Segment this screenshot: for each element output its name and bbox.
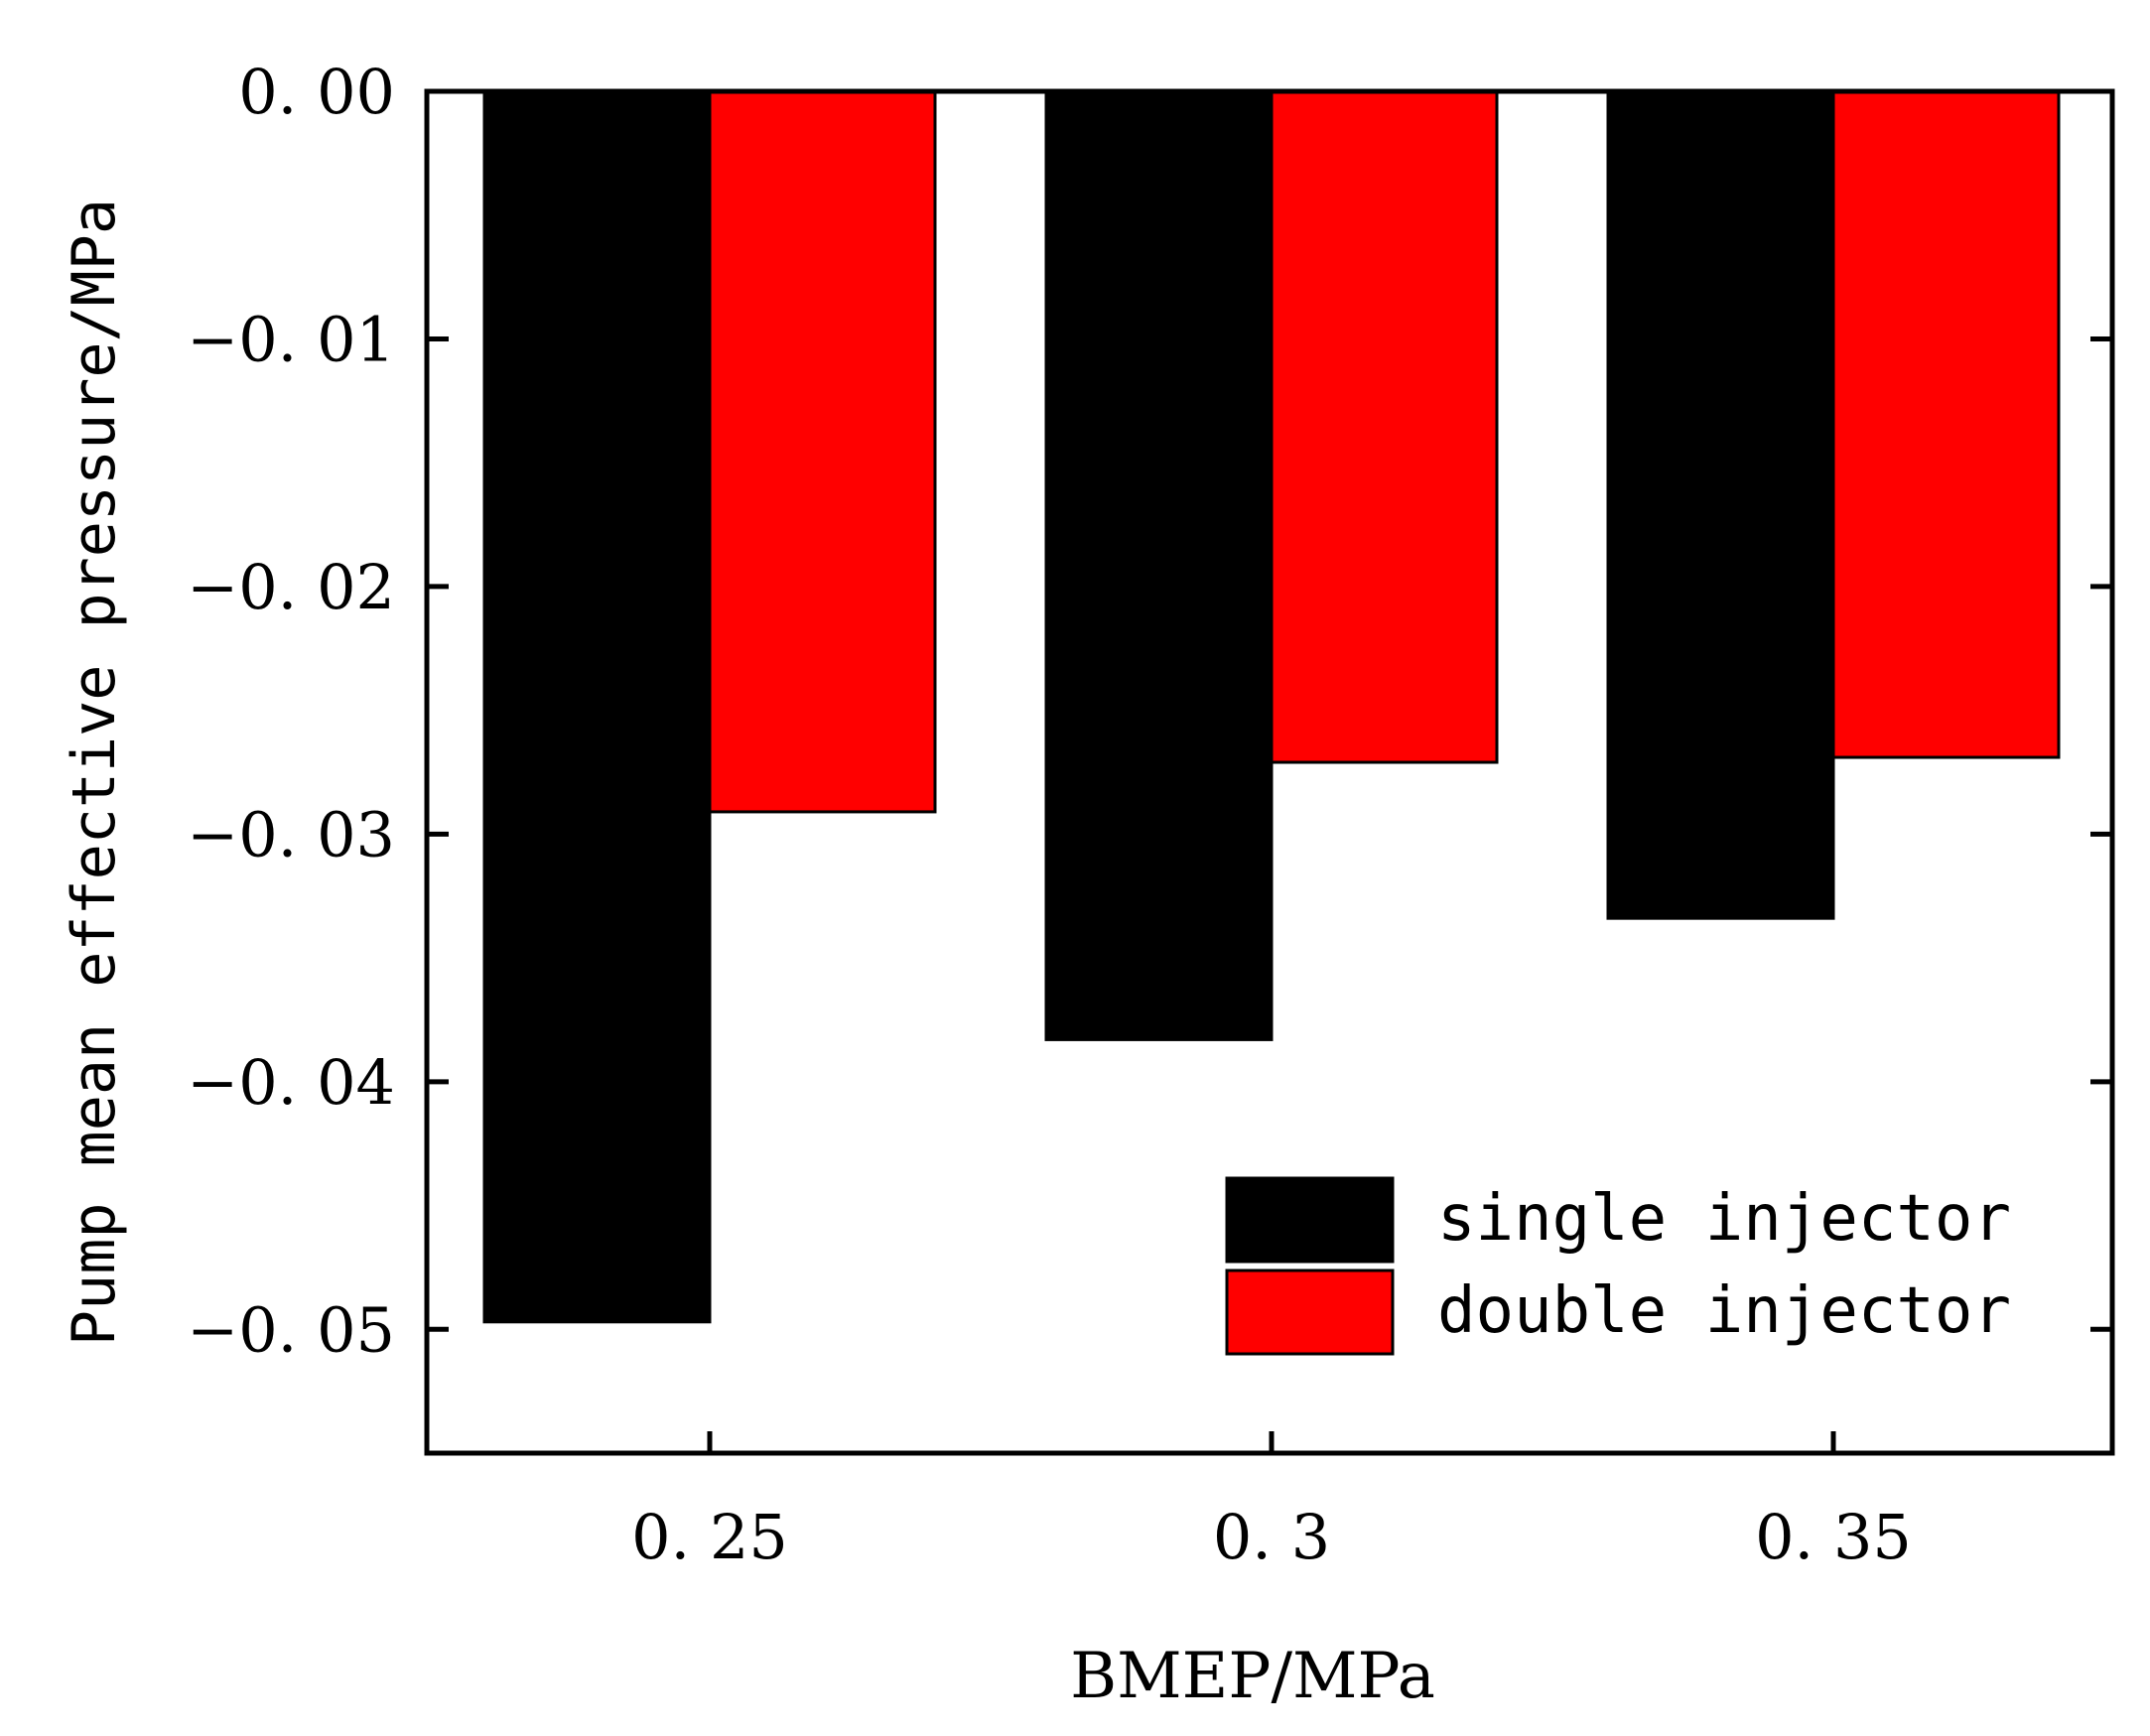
y-tick-label: −0. 03: [187, 798, 395, 870]
y-axis-label: Pump mean effective pressure/MPa: [60, 199, 129, 1346]
x-tick-label: 0. 3: [1213, 1501, 1330, 1573]
y-tick-label: −0. 02: [187, 551, 395, 623]
legend: single injector double injector: [1225, 1176, 2011, 1356]
legend-swatch-double: [1225, 1269, 1395, 1356]
bar-double-0: [708, 89, 937, 814]
y-ticks-group: 0. 00 −0. 01 −0. 02 −0. 03 −0. 04 −0. 05: [187, 56, 2112, 1366]
y-tick-label: −0. 04: [187, 1046, 395, 1119]
x-ticks-group: 0. 25 0. 3 0. 35: [631, 1431, 1912, 1573]
y-tick-label: −0. 05: [187, 1293, 395, 1366]
x-axis-label: BMEP/MPa: [1070, 1640, 1435, 1713]
y-tick-label: 0. 00: [238, 56, 395, 128]
bar-double-2: [1831, 89, 2061, 759]
bar-single-0: [482, 89, 712, 1324]
x-tick-label: 0. 35: [1755, 1501, 1912, 1573]
bars-group: [482, 89, 2061, 1324]
legend-swatch-single: [1225, 1176, 1395, 1264]
bar-single-1: [1044, 89, 1274, 1041]
bar-double-1: [1270, 89, 1499, 764]
bar-single-2: [1606, 89, 1835, 920]
y-tick-label: −0. 01: [187, 303, 395, 375]
x-tick-label: 0. 25: [631, 1501, 788, 1573]
legend-label-double: double injector: [1437, 1274, 2011, 1348]
legend-label-single: single injector: [1437, 1182, 2011, 1256]
